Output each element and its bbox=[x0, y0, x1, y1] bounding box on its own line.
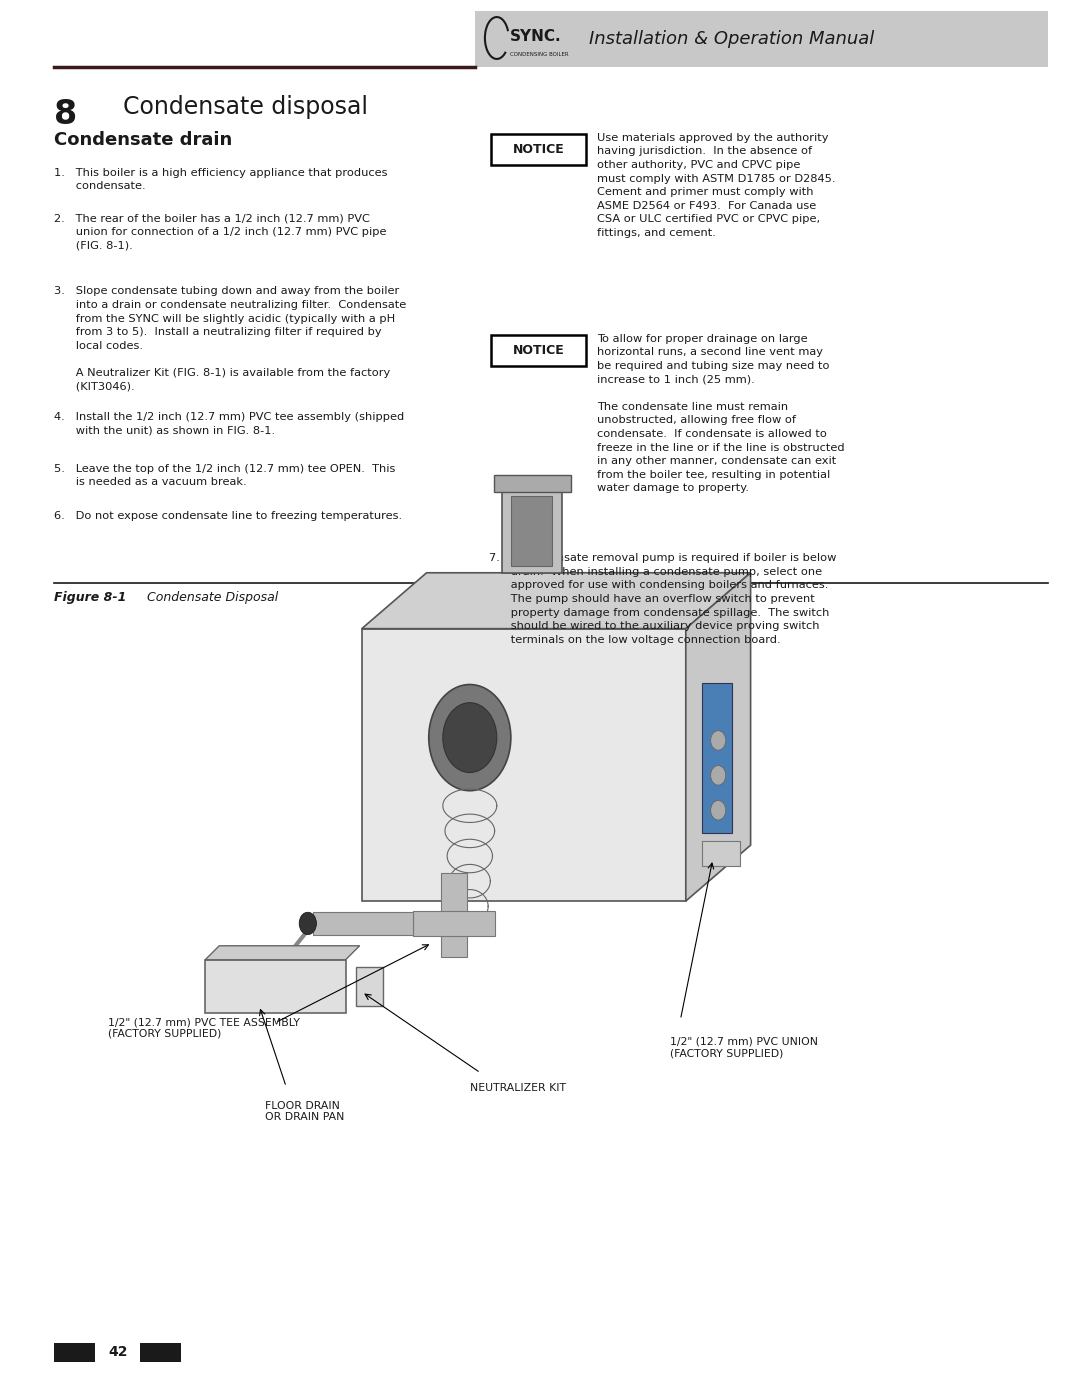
Text: Condensate disposal: Condensate disposal bbox=[108, 95, 368, 119]
Text: Figure 8-1: Figure 8-1 bbox=[54, 591, 126, 604]
Bar bbox=[413, 911, 495, 936]
Text: NOTICE: NOTICE bbox=[513, 142, 565, 156]
Bar bbox=[205, 960, 346, 1013]
Text: 42: 42 bbox=[108, 1345, 127, 1359]
Circle shape bbox=[429, 685, 511, 791]
Bar bbox=[702, 841, 740, 866]
Text: CONDENSING BOILER: CONDENSING BOILER bbox=[510, 52, 568, 57]
Text: 8: 8 bbox=[54, 98, 78, 131]
Text: Condensate drain: Condensate drain bbox=[54, 131, 232, 149]
Bar bbox=[491, 335, 586, 366]
Circle shape bbox=[443, 703, 497, 773]
Bar bbox=[356, 967, 383, 1006]
Text: Condensate Disposal: Condensate Disposal bbox=[143, 591, 278, 604]
Text: FLOOR DRAIN
OR DRAIN PAN: FLOOR DRAIN OR DRAIN PAN bbox=[265, 1101, 343, 1122]
Bar bbox=[502, 482, 562, 573]
Bar bbox=[140, 1343, 181, 1362]
Bar bbox=[362, 629, 686, 901]
Text: 1/2" (12.7 mm) PVC UNION
(FACTORY SUPPLIED): 1/2" (12.7 mm) PVC UNION (FACTORY SUPPLI… bbox=[670, 1037, 818, 1058]
Text: 6.   Do not expose condensate line to freezing temperatures.: 6. Do not expose condensate line to free… bbox=[54, 511, 402, 521]
Text: Use materials approved by the authority
having jurisdiction.  In the absence of
: Use materials approved by the authority … bbox=[597, 133, 836, 237]
Bar bbox=[491, 134, 586, 165]
Text: 4.   Install the 1/2 inch (12.7 mm) PVC tee assembly (shipped
      with the uni: 4. Install the 1/2 inch (12.7 mm) PVC te… bbox=[54, 412, 404, 436]
Text: NEUTRALIZER KIT: NEUTRALIZER KIT bbox=[470, 1083, 566, 1092]
Bar bbox=[494, 475, 571, 492]
Text: 1.   This boiler is a high efficiency appliance that produces
      condensate.: 1. This boiler is a high efficiency appl… bbox=[54, 168, 388, 191]
Text: 3.   Slope condensate tubing down and away from the boiler
      into a drain or: 3. Slope condensate tubing down and away… bbox=[54, 286, 406, 391]
Bar bbox=[313, 912, 413, 935]
Circle shape bbox=[711, 800, 726, 820]
Bar bbox=[702, 683, 732, 833]
Text: 5.   Leave the top of the 1/2 inch (12.7 mm) tee OPEN.  This
      is needed as : 5. Leave the top of the 1/2 inch (12.7 m… bbox=[54, 464, 395, 488]
Text: 7.   A condensate removal pump is required if boiler is below
      drain.  When: 7. A condensate removal pump is required… bbox=[489, 553, 837, 645]
Polygon shape bbox=[686, 573, 751, 901]
Bar bbox=[441, 873, 467, 957]
Text: To allow for proper drainage on large
horizontal runs, a second line vent may
be: To allow for proper drainage on large ho… bbox=[597, 334, 845, 493]
Text: Installation & Operation Manual: Installation & Operation Manual bbox=[589, 31, 874, 47]
Circle shape bbox=[711, 731, 726, 750]
Text: 1/2" (12.7 mm) PVC TEE ASSEMBLY
(FACTORY SUPPLIED): 1/2" (12.7 mm) PVC TEE ASSEMBLY (FACTORY… bbox=[108, 1017, 300, 1038]
Text: NOTICE: NOTICE bbox=[513, 344, 565, 358]
Circle shape bbox=[711, 766, 726, 785]
Polygon shape bbox=[362, 573, 751, 629]
Polygon shape bbox=[205, 946, 360, 960]
Bar bbox=[475, 11, 1048, 67]
Bar bbox=[511, 496, 552, 566]
Circle shape bbox=[299, 912, 316, 935]
Bar bbox=[54, 1343, 95, 1362]
Text: 2.   The rear of the boiler has a 1/2 inch (12.7 mm) PVC
      union for connect: 2. The rear of the boiler has a 1/2 inch… bbox=[54, 214, 387, 251]
Text: SYNC.: SYNC. bbox=[510, 29, 562, 45]
